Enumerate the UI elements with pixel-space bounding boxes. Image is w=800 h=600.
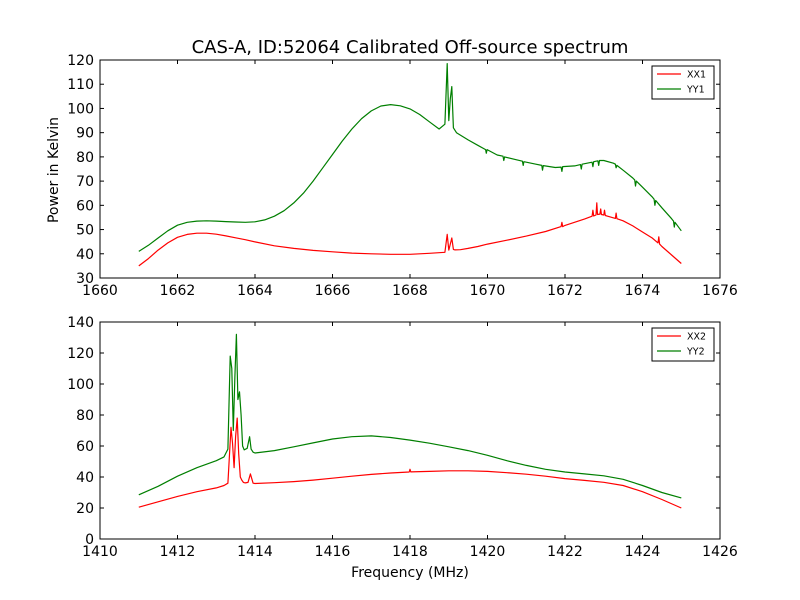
chart-1-y-tick-label: 120 — [67, 53, 94, 69]
chart-2-legend-box — [651, 327, 715, 362]
chart-2-series-xx2-line — [138, 417, 682, 509]
chart-1-plot-area — [99, 59, 721, 279]
chart-2-frame — [99, 321, 721, 540]
chart-1-series — [138, 62, 682, 267]
chart-2-x-tick-label: 1420 — [470, 544, 506, 560]
chart-1-x-tick-label: 1672 — [547, 283, 583, 299]
chart-1-x-tick-label: 1662 — [160, 283, 196, 299]
chart-1-y-axis-label: Power in Kelvin — [46, 117, 62, 223]
chart-1-ticks: 1660 1662 1664 1666 1668 1670 1672 1674 1676 30 40… — [67, 53, 738, 299]
chart-1-legend-box — [651, 65, 715, 100]
chart-2-series-yy2-line — [138, 333, 682, 499]
chart-1-frame — [99, 59, 721, 279]
chart-2-y-tick-label: 120 — [67, 346, 94, 362]
chart-2-x-axis-label: Frequency (MHz) — [351, 565, 469, 581]
chart-1-y-tick-label: 30 — [76, 271, 94, 287]
chart-1-x-tick-label: 1676 — [702, 283, 738, 299]
chart-2-y-tick-label: 20 — [76, 501, 94, 517]
chart-2-x-tick-label: 1410 — [82, 544, 118, 560]
chart-1-x-tick-label: 1674 — [625, 283, 661, 299]
chart-1-y-tick-label: 110 — [67, 77, 94, 93]
chart-2-x-tick-label: 1414 — [237, 544, 273, 560]
chart-1-y-tick-label: 40 — [76, 247, 94, 263]
chart-1-legend-label: YY1 — [686, 85, 705, 96]
chart-1-x-tick-label: 1666 — [315, 283, 351, 299]
chart-1-x-tick-label: 1670 — [470, 283, 506, 299]
chart-2-x-tick-label: 1422 — [547, 544, 583, 560]
chart-2-y-tick-label: 100 — [67, 377, 94, 393]
chart-2-ticks: 1410 1412 1414 1416 1418 1420 1422 1424 1426 0 20 4… — [67, 315, 738, 560]
chart-2-y-tick-label: 60 — [76, 439, 94, 455]
chart-2-plot-area — [99, 321, 721, 540]
chart-2-x-tick-label: 1412 — [160, 544, 196, 560]
chart-1-series-yy1-line — [138, 62, 682, 252]
chart-2-x-tick-label: 1424 — [625, 544, 661, 560]
chart-1-y-tick-label: 90 — [76, 126, 94, 142]
chart-1-legend-label: XX1 — [687, 70, 706, 81]
chart-1-y-tick-label: 70 — [76, 174, 94, 190]
chart-2-series — [138, 333, 682, 509]
chart-2-y-tick-label: 140 — [67, 315, 94, 331]
chart-2-x-tick-label: 1416 — [315, 544, 351, 560]
chart-2-legend-label: XX2 — [687, 332, 706, 343]
chart-1-y-tick-label: 100 — [67, 101, 94, 117]
chart-2-y-tick-label: 0 — [85, 532, 94, 548]
chart-1-x-tick-label: 1664 — [237, 283, 273, 299]
chart-1-y-tick-label: 60 — [76, 198, 94, 214]
chart-2-x-tick-label: 1426 — [702, 544, 738, 560]
chart-2-x-tick-label: 1418 — [392, 544, 428, 560]
chart-2-y-tick-label: 80 — [76, 408, 94, 424]
chart-1-x-tick-label: 1668 — [392, 283, 428, 299]
chart-1-y-tick-label: 50 — [76, 223, 94, 239]
chart-1-title: CAS-A, ID:52064 Calibrated Off-source sp… — [192, 37, 629, 58]
chart-2-legend-label: YY2 — [686, 347, 705, 358]
chart-1-series-xx1-line — [138, 202, 682, 267]
chart-1-x-tick-label: 1660 — [82, 283, 118, 299]
chart-1-y-tick-label: 80 — [76, 150, 94, 166]
chart-2-y-tick-label: 40 — [76, 470, 94, 486]
